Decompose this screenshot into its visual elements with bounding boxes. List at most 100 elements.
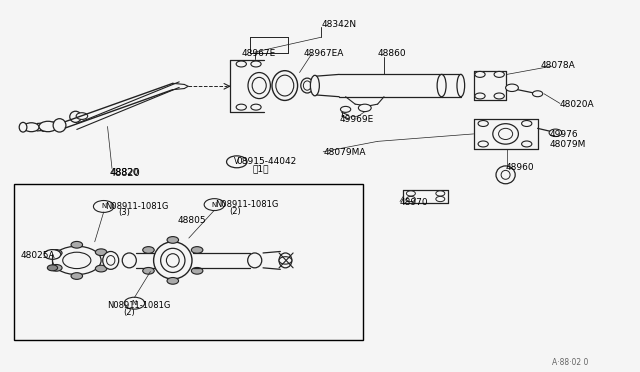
Ellipse shape xyxy=(252,77,266,94)
Circle shape xyxy=(47,265,58,271)
Text: A·88·02 0: A·88·02 0 xyxy=(552,358,588,367)
Ellipse shape xyxy=(493,124,518,144)
Circle shape xyxy=(236,61,246,67)
Text: 08915-44042: 08915-44042 xyxy=(237,157,297,166)
Circle shape xyxy=(51,264,62,271)
Circle shape xyxy=(24,123,39,132)
Circle shape xyxy=(44,250,61,259)
Text: N: N xyxy=(101,203,106,209)
Circle shape xyxy=(191,267,203,274)
Ellipse shape xyxy=(310,75,319,96)
Ellipse shape xyxy=(499,128,513,140)
Ellipse shape xyxy=(437,74,446,97)
Text: 49976: 49976 xyxy=(549,130,578,139)
Circle shape xyxy=(124,297,145,309)
Circle shape xyxy=(204,199,225,211)
Circle shape xyxy=(71,241,83,248)
Text: 48805: 48805 xyxy=(178,216,207,225)
Circle shape xyxy=(522,121,532,126)
Text: 48020A: 48020A xyxy=(560,100,595,109)
Text: 49969E: 49969E xyxy=(339,115,374,124)
Ellipse shape xyxy=(161,248,185,272)
Ellipse shape xyxy=(279,253,292,268)
Circle shape xyxy=(478,141,488,147)
Circle shape xyxy=(51,250,62,256)
Circle shape xyxy=(167,237,179,243)
Circle shape xyxy=(167,278,179,284)
Ellipse shape xyxy=(496,166,515,184)
Circle shape xyxy=(532,91,543,97)
Ellipse shape xyxy=(303,81,311,90)
Ellipse shape xyxy=(70,111,81,122)
Text: N08911-1081G: N08911-1081G xyxy=(106,202,169,211)
Circle shape xyxy=(522,141,532,147)
Text: 48967EA: 48967EA xyxy=(304,49,344,58)
Circle shape xyxy=(251,61,261,67)
Ellipse shape xyxy=(501,170,510,179)
Text: (2): (2) xyxy=(123,308,134,317)
Ellipse shape xyxy=(40,123,47,131)
Ellipse shape xyxy=(301,78,314,93)
Circle shape xyxy=(478,121,488,126)
Ellipse shape xyxy=(248,73,271,99)
Circle shape xyxy=(52,246,101,275)
Ellipse shape xyxy=(276,75,294,96)
Circle shape xyxy=(436,196,445,202)
Text: 48079MA: 48079MA xyxy=(323,148,365,157)
Circle shape xyxy=(436,191,445,196)
Circle shape xyxy=(506,84,518,92)
Circle shape xyxy=(475,93,485,99)
Circle shape xyxy=(475,71,485,77)
Ellipse shape xyxy=(122,253,136,268)
Text: 48820: 48820 xyxy=(109,168,140,178)
Circle shape xyxy=(143,247,154,253)
Ellipse shape xyxy=(248,253,262,268)
Ellipse shape xyxy=(102,251,119,269)
Text: （1）: （1） xyxy=(253,165,269,174)
Circle shape xyxy=(95,265,107,272)
Circle shape xyxy=(549,129,562,137)
Text: 48078A: 48078A xyxy=(541,61,575,70)
Text: 48342N: 48342N xyxy=(321,20,356,29)
Circle shape xyxy=(71,273,83,279)
Text: N: N xyxy=(132,300,137,306)
Ellipse shape xyxy=(53,119,66,132)
Ellipse shape xyxy=(19,122,27,132)
Text: 48820: 48820 xyxy=(111,169,139,177)
Circle shape xyxy=(143,267,154,274)
Text: (2): (2) xyxy=(229,207,241,216)
Text: 48860: 48860 xyxy=(378,49,406,58)
Text: N08911-1081G: N08911-1081G xyxy=(215,200,278,209)
Ellipse shape xyxy=(154,242,192,279)
Circle shape xyxy=(93,201,114,212)
Circle shape xyxy=(39,121,57,132)
Circle shape xyxy=(63,252,91,269)
Ellipse shape xyxy=(106,256,115,265)
Circle shape xyxy=(227,156,247,168)
Ellipse shape xyxy=(457,74,465,97)
Text: N08911-1081G: N08911-1081G xyxy=(108,301,171,310)
Circle shape xyxy=(358,104,371,112)
Text: 48025A: 48025A xyxy=(20,251,55,260)
Text: V: V xyxy=(234,157,239,166)
Text: (3): (3) xyxy=(118,208,131,217)
Circle shape xyxy=(279,257,292,264)
Circle shape xyxy=(406,196,415,202)
Text: 48960: 48960 xyxy=(506,163,534,172)
Circle shape xyxy=(95,249,107,256)
Circle shape xyxy=(191,247,203,253)
Circle shape xyxy=(251,104,261,110)
Circle shape xyxy=(494,93,504,99)
Text: N: N xyxy=(212,202,217,208)
Circle shape xyxy=(406,191,415,196)
Circle shape xyxy=(76,113,88,119)
Circle shape xyxy=(236,104,246,110)
Circle shape xyxy=(494,71,504,77)
Ellipse shape xyxy=(272,71,298,100)
Text: 48079M: 48079M xyxy=(549,140,586,149)
Text: 48970: 48970 xyxy=(400,198,429,207)
Circle shape xyxy=(340,106,351,112)
Bar xyxy=(14,184,363,340)
Ellipse shape xyxy=(166,254,179,267)
Text: 48967E: 48967E xyxy=(242,49,276,58)
